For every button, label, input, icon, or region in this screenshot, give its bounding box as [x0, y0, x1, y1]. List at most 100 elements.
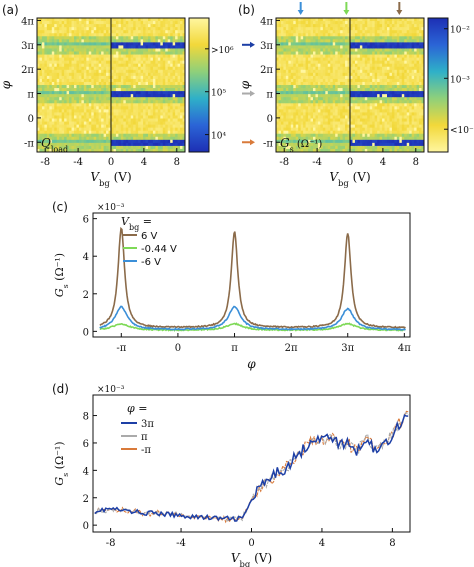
- heatmap-cell: [143, 60, 146, 65]
- heatmap-cell: [125, 100, 129, 104]
- heatmap-cell: [39, 63, 43, 68]
- heatmap-cell: [69, 115, 72, 119]
- heatmap-cell: [308, 72, 311, 77]
- heatmap-cell: [364, 85, 368, 89]
- heatmap-cell: [91, 142, 95, 147]
- heatmap-cell: [177, 136, 181, 141]
- heatmap-cell: [320, 72, 324, 77]
- heatmap-cell: [113, 145, 117, 150]
- heatmap-cell: [357, 121, 361, 125]
- heatmap-cell: [138, 145, 141, 150]
- heatmap-cell: [345, 88, 348, 92]
- heatmap-cell: [327, 51, 331, 55]
- heatmap-cell: [118, 109, 122, 113]
- heatmap-cell: [66, 63, 70, 68]
- heatmap-cell: [377, 60, 380, 65]
- heatmap-cell: [113, 66, 117, 71]
- heatmap-cell: [103, 127, 107, 132]
- heatmap-cell: [315, 136, 319, 141]
- heatmap-cell: [399, 57, 403, 62]
- heatmap-cell: [177, 94, 181, 98]
- heatmap-cell: [172, 118, 176, 122]
- heatmap-cell: [308, 142, 311, 147]
- heatmap-cell: [113, 30, 117, 34]
- heatmap-cell: [322, 24, 326, 28]
- heatmap-cell: [315, 109, 319, 113]
- heatmap-cell: [401, 121, 405, 125]
- heatmap-cell: [293, 133, 297, 138]
- heatmap-cell: [180, 97, 183, 101]
- heatmap-cell: [337, 124, 341, 129]
- heatmap-cell: [364, 142, 368, 147]
- heatmap-cell: [278, 27, 282, 31]
- heatmap-cell: [143, 85, 146, 89]
- heatmap-cell: [359, 18, 363, 22]
- heatmap-cell: [175, 136, 178, 141]
- heatmap-cell: [340, 75, 343, 80]
- heatmap-cell: [335, 57, 339, 62]
- heatmap-cell: [172, 60, 176, 65]
- heatmap-cell: [143, 145, 146, 150]
- heatmap-cell: [382, 127, 385, 132]
- heatmap-cell: [113, 33, 117, 37]
- heatmap-cell: [81, 121, 85, 125]
- heatmap-cell: [56, 121, 60, 125]
- heatmap-cell: [310, 148, 314, 153]
- heatmap-cell: [170, 27, 174, 31]
- heatmap-cell: [387, 127, 390, 132]
- heatmap-cell: [165, 142, 169, 147]
- heatmap-cell: [325, 30, 329, 34]
- heatmap-cell: [66, 121, 70, 125]
- heatmap-cell: [357, 85, 361, 89]
- heatmap-cell: [160, 30, 164, 34]
- heatmap-cell: [111, 109, 114, 113]
- heatmap-cell: [285, 81, 289, 86]
- heatmap-cell: [120, 109, 124, 113]
- heatmap-cell: [56, 118, 60, 122]
- heatmap-cell: [74, 33, 77, 37]
- heatmap-cell: [396, 124, 400, 129]
- heatmap-cell: [41, 72, 45, 77]
- heatmap-cell: [172, 42, 176, 46]
- heatmap-cell: [106, 66, 109, 71]
- heatmap-cell: [76, 109, 80, 113]
- heatmap-cell: [106, 42, 109, 46]
- heatmap-cell: [293, 148, 297, 153]
- heatmap-cell: [37, 51, 40, 55]
- heatmap-cell: [394, 100, 398, 104]
- heatmap-cell: [170, 148, 174, 153]
- heatmap-cell: [157, 69, 161, 74]
- heatmap-cell: [44, 21, 48, 25]
- heatmap-cell: [278, 57, 282, 62]
- heatmap-cell: [101, 51, 104, 55]
- heatmap-cell: [61, 145, 65, 150]
- heatmap-cell: [59, 142, 63, 147]
- heatmap-cell: [96, 54, 100, 58]
- heatmap-cell: [180, 42, 183, 46]
- heatmap-cell: [150, 39, 154, 43]
- heatmap-cell: [59, 57, 63, 62]
- heatmap-cell: [374, 45, 378, 49]
- heatmap-cell: [167, 66, 171, 71]
- heatmap-cell: [69, 75, 72, 80]
- heatmap-cell: [108, 30, 112, 34]
- heatmap-cell: [162, 18, 166, 22]
- heatmap-cell: [83, 88, 87, 92]
- heatmap-cell: [354, 130, 358, 135]
- heatmap-cell: [290, 33, 294, 37]
- heatmap-cell: [106, 94, 109, 98]
- heatmap-cell: [298, 118, 302, 122]
- heatmap-cell: [317, 30, 321, 34]
- heatmap-cell: [288, 124, 292, 129]
- heatmap-cell: [325, 88, 329, 92]
- heatmap-cell: [148, 63, 151, 68]
- heatmap-cell: [133, 115, 137, 119]
- heatmap-cell: [167, 112, 171, 116]
- heatmap-cell: [340, 145, 343, 150]
- heatmap-cell: [162, 27, 166, 31]
- heatmap-cell: [88, 148, 92, 153]
- heatmap-cell: [293, 81, 297, 86]
- heatmap-cell: [103, 33, 107, 37]
- heatmap-cell: [177, 21, 181, 25]
- heatmap-cell: [96, 85, 100, 89]
